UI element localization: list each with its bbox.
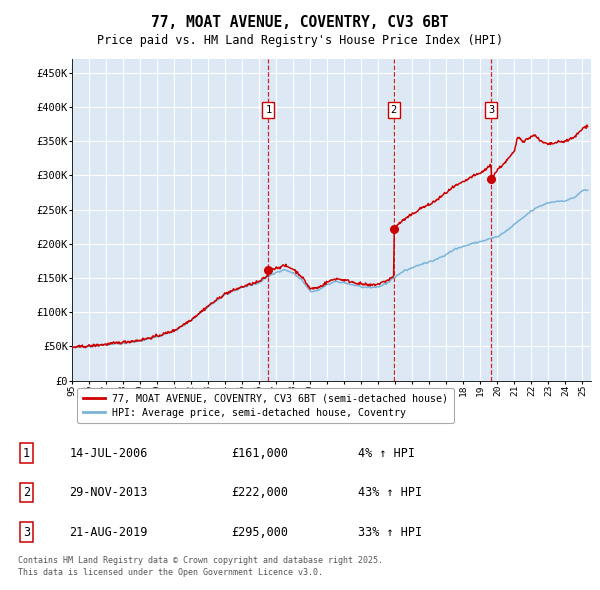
Text: Contains HM Land Registry data © Crown copyright and database right 2025.
This d: Contains HM Land Registry data © Crown c… [18, 556, 383, 577]
Text: 29-NOV-2013: 29-NOV-2013 [70, 486, 148, 499]
Text: 14-JUL-2006: 14-JUL-2006 [70, 447, 148, 460]
Text: £161,000: £161,000 [231, 447, 288, 460]
Text: 43% ↑ HPI: 43% ↑ HPI [358, 486, 422, 499]
Text: 1: 1 [265, 105, 271, 115]
Text: 1: 1 [23, 447, 30, 460]
Text: 2: 2 [391, 105, 397, 115]
Text: 33% ↑ HPI: 33% ↑ HPI [358, 526, 422, 539]
Legend: 77, MOAT AVENUE, COVENTRY, CV3 6BT (semi-detached house), HPI: Average price, se: 77, MOAT AVENUE, COVENTRY, CV3 6BT (semi… [77, 388, 454, 423]
Text: 21-AUG-2019: 21-AUG-2019 [70, 526, 148, 539]
Text: 3: 3 [488, 105, 494, 115]
Text: £222,000: £222,000 [231, 486, 288, 499]
Text: £295,000: £295,000 [231, 526, 288, 539]
Text: 77, MOAT AVENUE, COVENTRY, CV3 6BT: 77, MOAT AVENUE, COVENTRY, CV3 6BT [151, 15, 449, 30]
Text: 2: 2 [23, 486, 30, 499]
Text: 4% ↑ HPI: 4% ↑ HPI [358, 447, 415, 460]
Text: Price paid vs. HM Land Registry's House Price Index (HPI): Price paid vs. HM Land Registry's House … [97, 34, 503, 47]
Text: 3: 3 [23, 526, 30, 539]
